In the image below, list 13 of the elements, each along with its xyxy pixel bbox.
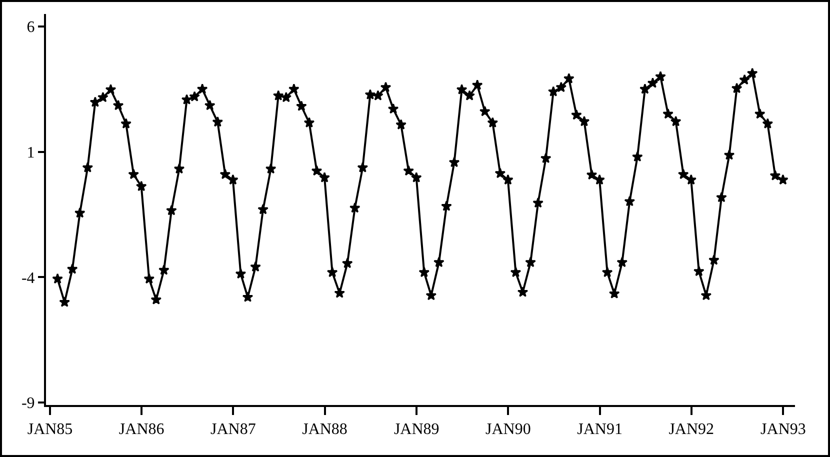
y-tick-label: 1 (26, 144, 35, 162)
x-tick-label: JAN89 (394, 421, 440, 438)
x-tick-label: JAN91 (577, 421, 622, 438)
x-tick-label: JAN93 (760, 421, 806, 438)
x-tick-label: JAN92 (668, 421, 714, 438)
y-tick-label: -9 (21, 395, 35, 412)
x-tick-label: JAN88 (302, 421, 348, 438)
x-tick-label: JAN87 (210, 421, 256, 438)
x-tick-label: JAN86 (118, 421, 164, 438)
y-tick-label: 6 (26, 19, 35, 36)
y-tick-label: -4 (21, 270, 35, 287)
x-tick-label: JAN85 (27, 421, 73, 438)
x-tick-label: JAN90 (486, 421, 531, 438)
